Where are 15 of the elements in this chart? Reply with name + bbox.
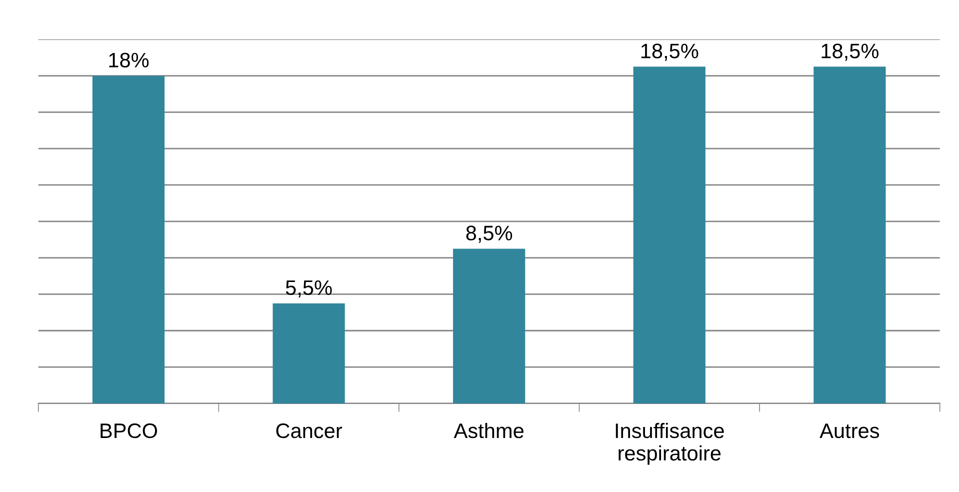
x-tick-label: Insuffisance respiratoire [616,422,724,465]
bar [814,66,886,404]
bar [272,303,345,404]
x-tick-label: BPCO [100,423,158,438]
x-tick-label: Asthme [454,422,524,438]
data-label: 18,5% [641,44,698,61]
data-label: 18% [109,52,149,68]
x-tick-label: Cancer [276,423,342,438]
x-tick-label: Autres [820,424,880,438]
bar [633,66,706,404]
bar [453,248,526,404]
data-label: 18,5% [822,44,878,61]
bar [92,76,165,404]
data-label: 5,5% [286,280,332,298]
data-label: 8,5% [466,226,512,243]
